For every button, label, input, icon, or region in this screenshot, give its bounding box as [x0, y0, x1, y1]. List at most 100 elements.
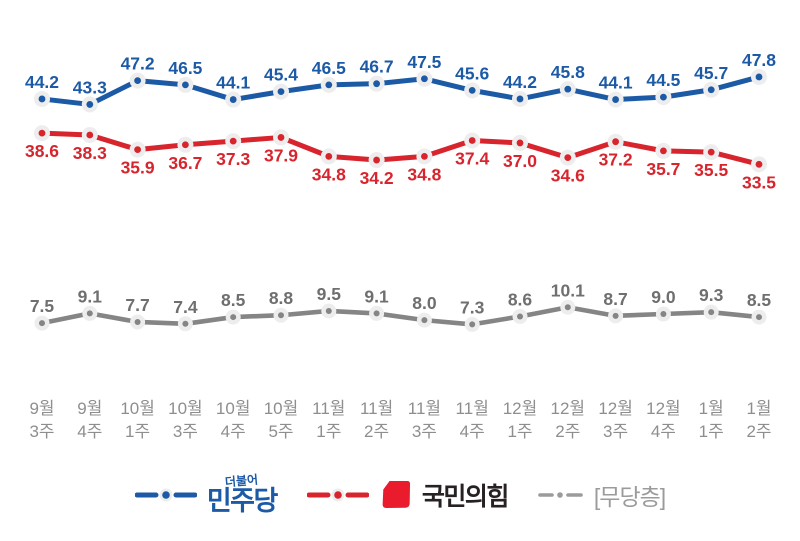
- kukmin-point: [660, 147, 667, 155]
- mudang-value-label: 9.5: [317, 284, 342, 304]
- kukmin-point: [755, 160, 763, 168]
- kukmin-point: [325, 152, 333, 160]
- minjoo-value-label: 43.3: [73, 77, 107, 97]
- legend-item-kukmin: 국민의힘: [306, 477, 509, 513]
- mudang-point: [469, 321, 476, 328]
- minjoo-point: [612, 96, 619, 103]
- mudang-point: [325, 307, 332, 314]
- legend-item-mudang: [무당층]: [538, 478, 666, 512]
- kukmin-point: [373, 156, 380, 164]
- mudang-point: [708, 309, 715, 316]
- minjoo-point: [755, 73, 763, 81]
- kukmin-value-label: 35.7: [646, 159, 680, 179]
- x-tick-label-week: 4주: [221, 422, 246, 441]
- minjoo-value-label: 44.1: [599, 73, 633, 93]
- mudang-point: [421, 317, 428, 324]
- x-tick-label-month: 10월: [168, 399, 203, 418]
- mudang-point: [373, 310, 380, 317]
- minjoo-value-label: 44.5: [646, 70, 680, 90]
- x-tick-label-week: 1주: [125, 422, 150, 441]
- x-tick-label-week: 3주: [603, 422, 628, 441]
- mudang-line: [39, 304, 762, 327]
- chart-canvas: 44.2 43.3 47.2 46.5 44.1 45.4 46.5 46.7 47.5 45.6…: [25, 50, 776, 441]
- minjoo-value-label: 45.7: [694, 63, 728, 83]
- kukmin-value-label: 38.6: [25, 141, 59, 161]
- minjoo-point: [421, 75, 428, 83]
- x-tick-label-month: 9월: [77, 399, 102, 418]
- kukmin-value-label: 35.9: [121, 158, 155, 178]
- x-tick-label-month: 1월: [699, 399, 724, 418]
- kukmin-value-label: 37.9: [264, 145, 298, 165]
- kukmin-point: [421, 152, 428, 160]
- mudang-value-label: 8.5: [747, 290, 772, 310]
- minjoo-value-label: 44.1: [216, 73, 250, 93]
- minjoo-point: [564, 85, 572, 93]
- x-tick-label-month: 11월: [408, 399, 441, 418]
- kukmin-point: [277, 134, 285, 141]
- kukmin-point: [468, 137, 476, 144]
- mudang-point: [660, 311, 667, 318]
- kukmin-value-label: 38.3: [73, 143, 107, 163]
- x-tick-label-week: 4주: [651, 422, 676, 441]
- x-tick-label-week: 2주: [746, 422, 771, 441]
- x-tick-label-month: 12월: [503, 399, 538, 418]
- x-tick-label-month: 10월: [264, 399, 299, 418]
- mudang-point: [39, 320, 45, 327]
- kukmin-point: [86, 131, 94, 139]
- legend: 더불어 민주당 국민의힘 [무당층]: [0, 468, 800, 522]
- mudang-point: [756, 314, 762, 321]
- minjoo-point: [182, 81, 189, 89]
- x-tick-label-week: 3주: [412, 422, 437, 441]
- kukmin-point: [229, 137, 237, 145]
- kukmin-line: [39, 130, 762, 167]
- mudang-value-label: 8.5: [221, 290, 246, 310]
- minjoo-value-label: 45.8: [551, 62, 585, 82]
- mudang-value-label: 10.1: [551, 280, 585, 300]
- mudang-point: [612, 312, 619, 319]
- x-tick-label-month: 12월: [598, 399, 633, 418]
- minjoo-value-label: 46.5: [168, 58, 202, 78]
- x-tick-label-month: 9월: [29, 399, 54, 418]
- minjoo-point: [229, 96, 237, 103]
- kukmin-point: [134, 146, 142, 154]
- mudang-value-label: 9.1: [364, 286, 389, 306]
- minjoo-point: [660, 93, 667, 101]
- kukmin-point: [707, 148, 715, 156]
- mudang-value-label: 9.1: [78, 286, 103, 306]
- minjoo-value-label: 47.8: [742, 50, 776, 70]
- minjoo-point: [468, 86, 476, 94]
- mudang-point: [517, 313, 523, 320]
- x-tick-label-month: 1월: [746, 399, 771, 418]
- minjoo-value-label: 45.4: [264, 65, 298, 85]
- mudang-point: [134, 318, 141, 325]
- mudang-point: [230, 314, 237, 321]
- mudang-value-label: 8.7: [603, 289, 627, 309]
- mudang-value-label: 8.8: [269, 288, 294, 308]
- kukmin-value-label: 34.8: [312, 164, 346, 184]
- minjoo-point: [373, 80, 380, 88]
- mudang-point: [182, 320, 189, 327]
- kukmin-point: [182, 141, 189, 149]
- minjoo-value-label: 45.6: [455, 63, 489, 83]
- mudang-label: [무당층]: [593, 484, 666, 510]
- x-tick-label-week: 3주: [29, 422, 54, 441]
- x-tick-label-week: 1주: [699, 422, 724, 441]
- mudang-line-marker-icon: [538, 492, 583, 498]
- x-tick-label-week: 5주: [268, 422, 293, 441]
- x-tick-label-month: 11월: [360, 399, 393, 418]
- minjoo-point: [38, 95, 46, 103]
- x-tick-label-week: 2주: [364, 422, 389, 441]
- x-tick-label-month: 10월: [216, 399, 251, 418]
- kukmin-value-label: 34.6: [551, 166, 585, 186]
- x-tick-label-week: 4주: [77, 422, 102, 441]
- minjoo-value-label: 44.2: [503, 72, 537, 92]
- minjoo-point: [516, 95, 524, 103]
- minjoo-point: [707, 86, 715, 94]
- kukmin-point: [564, 154, 572, 161]
- mudang-value-label: 7.3: [460, 297, 485, 317]
- kukmin-party-logo-icon: [382, 480, 410, 508]
- kukmin-value-label: 37.0: [503, 151, 537, 171]
- minjoo-value-label: 47.2: [121, 54, 155, 74]
- minjoo-value-label: 46.5: [312, 58, 346, 78]
